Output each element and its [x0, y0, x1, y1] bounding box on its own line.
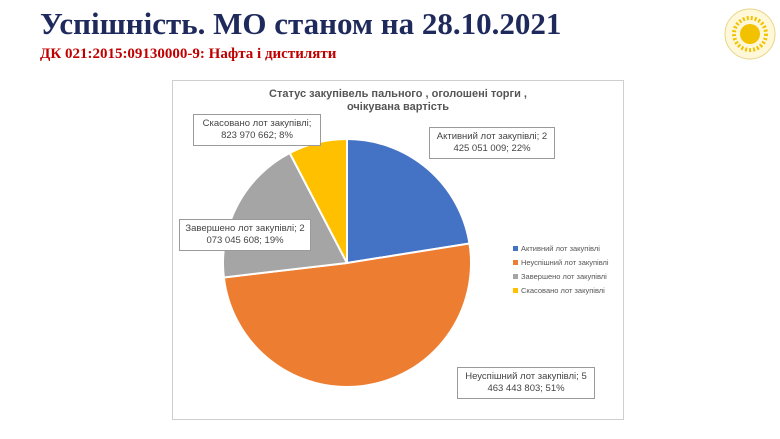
- callout-cancelled-line2: 823 970 662; 8%: [221, 130, 293, 141]
- callout-active-line1: Активний лот закупівлі; 2: [436, 131, 548, 142]
- chart-title-line1: Статус закупівель пального , оголошені т…: [269, 88, 527, 100]
- callout-completed: Завершено лот закупівлі; 2 073 045 608; …: [179, 219, 311, 251]
- chart-title-line2: очікувана вартість: [346, 101, 450, 113]
- callout-unsuccessful: Неуспішний лот закупівлі; 5 463 443 803;…: [457, 367, 595, 399]
- chart-frame: Статус закупівель пального , оголошені т…: [172, 80, 624, 420]
- chart-title: Статус закупівель пального , оголошені т…: [173, 88, 623, 114]
- legend-label-cancelled: Скасовано лот закупівлі: [521, 285, 605, 295]
- legend-label-completed: Завершено лот закупівлі: [521, 271, 607, 281]
- callout-unsuccessful-line2: 463 443 803; 51%: [487, 383, 565, 394]
- callout-active: Активний лот закупівлі; 2 425 051 009; 2…: [429, 127, 555, 159]
- logo: [724, 8, 776, 60]
- callout-completed-line1: Завершено лот закупівлі; 2: [185, 223, 305, 234]
- slide-subtitle: ДК 021:2015:09130000-9: Нафта і дистилят…: [40, 46, 337, 62]
- callout-unsuccessful-line1: Неуспішний лот закупівлі; 5: [465, 371, 587, 382]
- legend-item-cancelled: Скасовано лот закупівлі: [513, 283, 609, 297]
- legend-swatch-cancelled: [513, 287, 518, 293]
- legend-swatch-active: [513, 245, 518, 251]
- legend-label-active: Активний лот закупівлі: [521, 243, 600, 253]
- callout-cancelled: Скасовано лот закупівлі; 823 970 662; 8%: [193, 114, 321, 146]
- legend-item-active: Активний лот закупівлі: [513, 241, 609, 255]
- pie-slice-active: [346, 137, 471, 265]
- legend-swatch-unsuccessful: [513, 259, 518, 265]
- callout-active-line2: 425 051 009; 22%: [453, 143, 531, 154]
- legend-label-unsuccessful: Неуспішний лот закупівлі: [521, 257, 609, 267]
- legend-item-unsuccessful: Неуспішний лот закупівлі: [513, 255, 609, 269]
- callout-completed-line2: 073 045 608; 19%: [206, 235, 284, 246]
- legend-swatch-completed: [513, 273, 518, 279]
- callout-cancelled-line1: Скасовано лот закупівлі;: [202, 118, 312, 129]
- slide-title: Успішність. МО станом на 28.10.2021: [40, 6, 562, 41]
- pie-slice-unsuccessful: [222, 242, 472, 388]
- sun-emblem-icon: [724, 8, 776, 60]
- legend-item-completed: Завершено лот закупівлі: [513, 269, 609, 283]
- chart-legend: Активний лот закупівлі Неуспішний лот за…: [513, 241, 609, 297]
